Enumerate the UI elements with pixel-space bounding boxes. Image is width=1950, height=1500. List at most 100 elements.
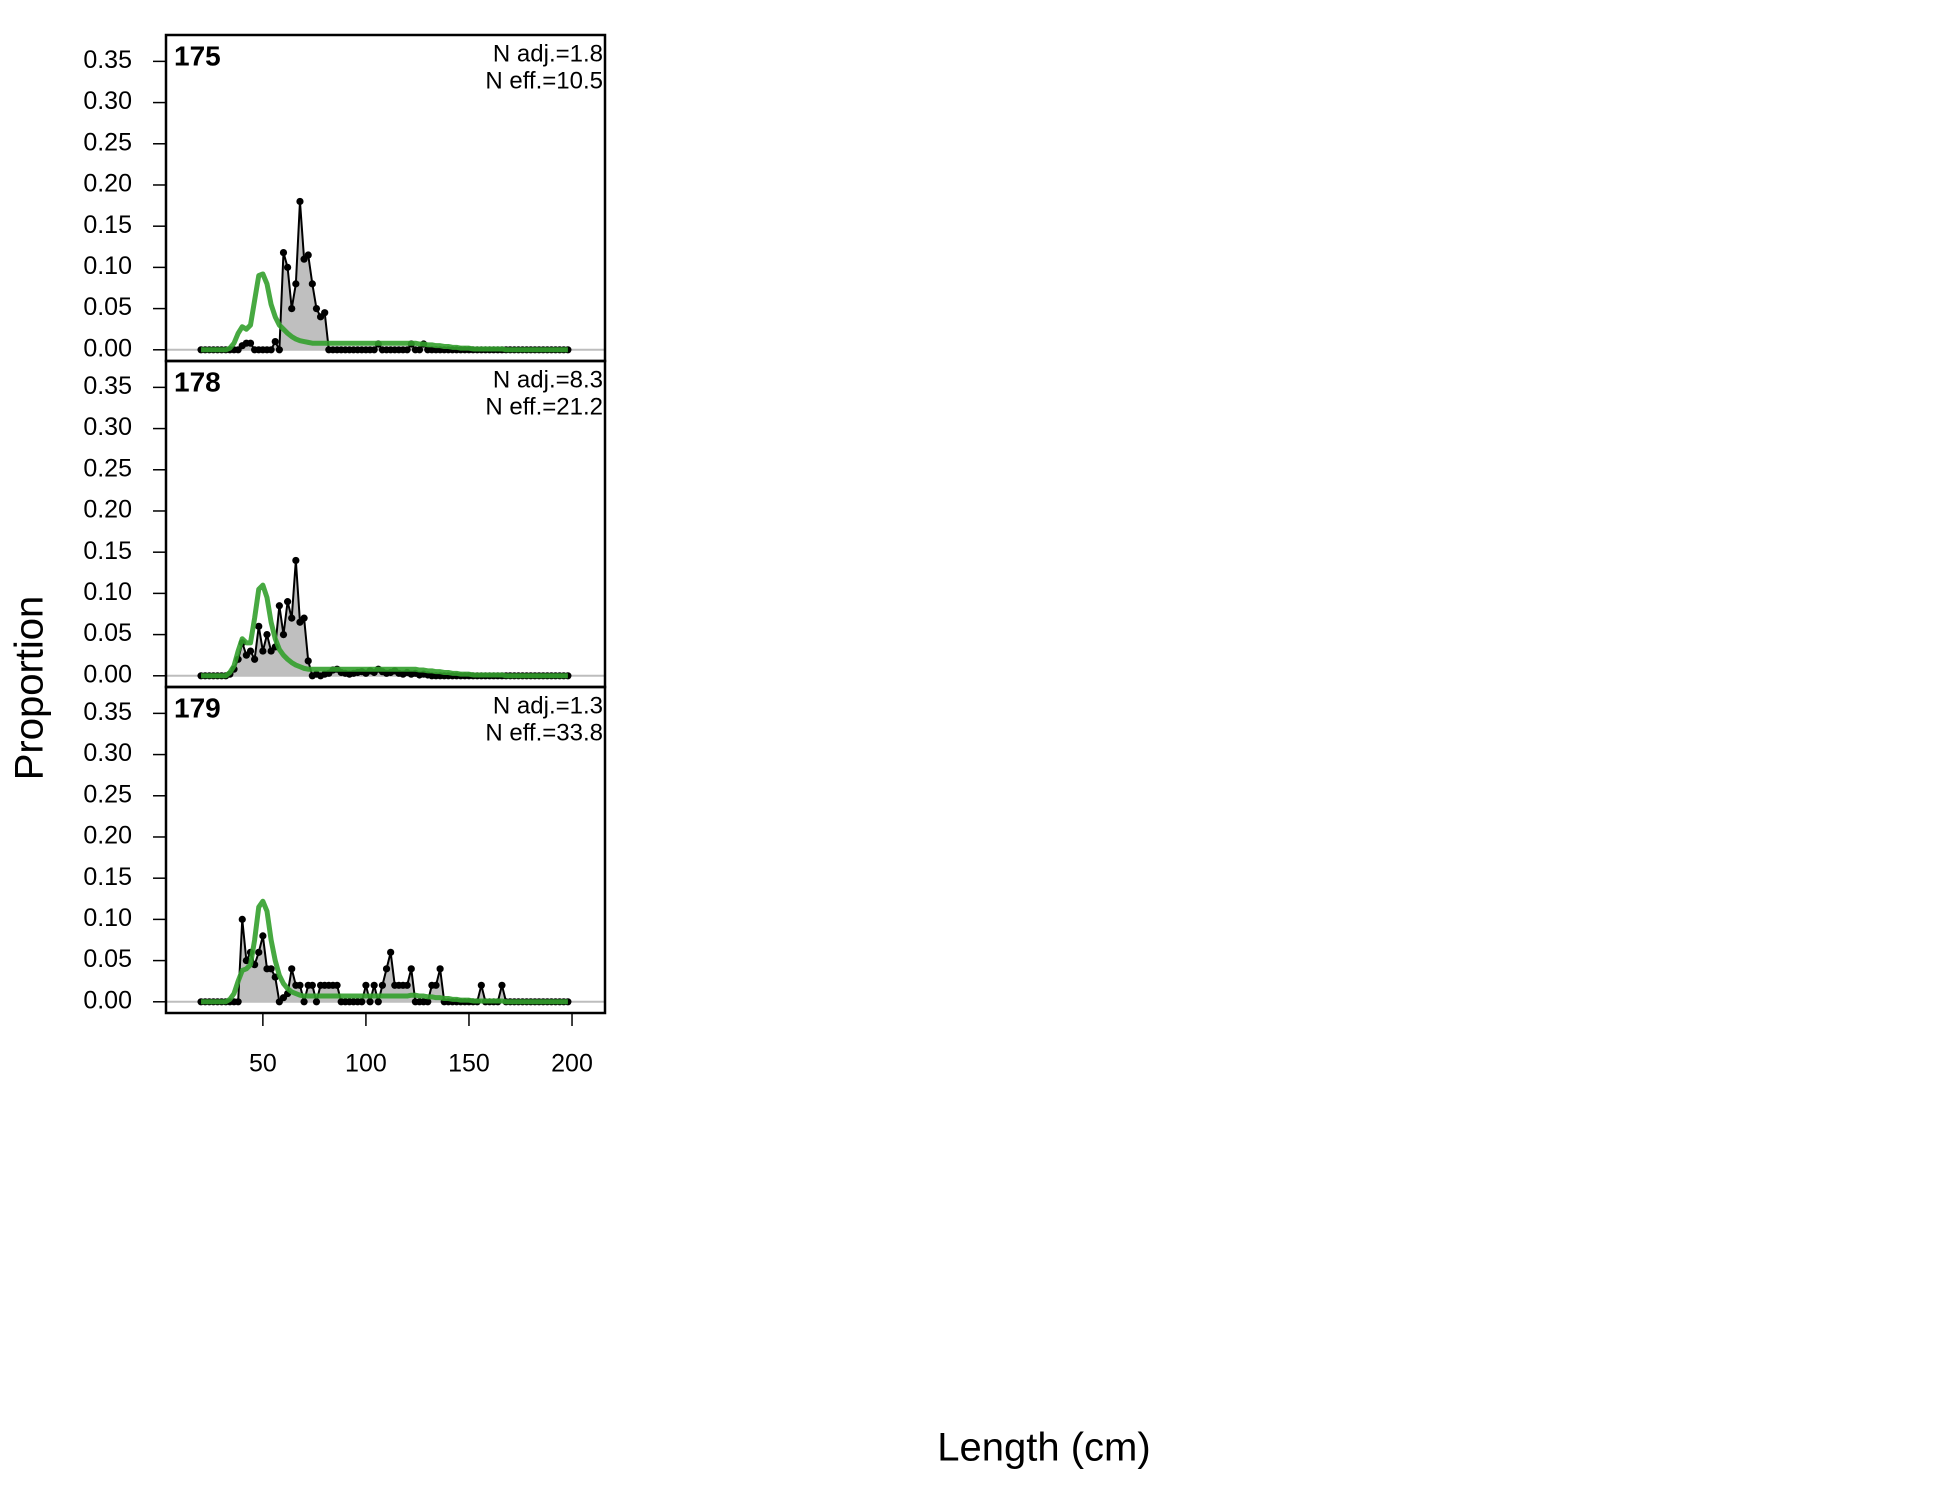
observed-point [255,948,263,956]
panel-title: 178 [174,366,221,397]
y-tick-label: 0.30 [83,87,132,115]
observed-point [362,981,370,989]
observed-point [288,304,296,313]
y-tick-label: 0.00 [83,660,132,688]
observed-point [267,346,275,354]
observed-point [296,197,304,206]
observed-point [251,655,259,663]
observed-point [312,998,321,1006]
observed-line [201,201,568,354]
y-tick-label: 0.10 [83,252,132,280]
y-tick-label: 0.15 [83,537,132,565]
y-tick-label: 0.30 [83,739,132,767]
y-tick-label: 0.00 [83,986,132,1014]
y-tick-label: 0.30 [83,413,132,441]
observed-point [382,965,391,973]
observed-area [201,919,568,1002]
observed-point [304,657,312,665]
observed-point [403,346,411,354]
observed-point [271,337,279,346]
observed-point [255,622,263,630]
observed-point [308,981,316,989]
observed-point [321,309,329,317]
y-tick-label: 0.05 [83,945,132,973]
panel-annotation: N eff.=21.2 [485,393,603,420]
observed-point [275,346,283,354]
observed-point [288,965,296,973]
observed-point [300,998,308,1006]
y-tick-label: 0.10 [83,578,132,606]
observed-point [312,304,321,313]
observed-point [263,630,271,639]
x-axis-label: Length (cm) [937,1426,1150,1470]
panel-annotation: N adj.=1.8 [493,40,603,67]
y-tick-label: 0.15 [83,863,132,891]
observed-point [284,263,292,271]
observed-point [370,346,378,354]
y-tick-label: 0.20 [83,496,132,524]
x-tick-label: 100 [345,1050,387,1078]
observed-point [374,998,382,1006]
y-tick-label: 0.00 [83,334,132,362]
y-tick-label: 0.05 [83,293,132,321]
observed-point [259,647,267,655]
panel-annotation: N adj.=1.3 [493,692,603,719]
y-tick-label: 0.25 [83,128,132,156]
observed-point [378,981,387,989]
observed-point [288,614,296,622]
observed-area [201,201,568,350]
x-tick-label: 150 [448,1050,490,1078]
observed-point [267,965,275,973]
expected-line [201,898,568,1005]
observed-point [279,248,288,257]
y-tick-label: 0.25 [83,454,132,482]
observed-point [366,998,374,1006]
panel-title: 179 [174,692,221,723]
expected-line [201,271,568,353]
panel-annotation: N eff.=10.5 [485,67,603,94]
observed-point [292,280,300,288]
observed-point [279,630,288,639]
y-tick-label: 0.25 [83,780,132,808]
observed-point [436,965,444,973]
observed-point [284,598,292,606]
panel-title: 175 [174,40,221,71]
observed-area [201,560,568,676]
observed-point [358,998,366,1006]
observed-point [304,251,312,259]
observed-point [234,998,242,1006]
observed-point [259,932,267,940]
x-tick-label: 50 [249,1050,277,1078]
observed-point [415,346,424,354]
y-tick-label: 0.20 [83,170,132,198]
y-tick-label: 0.35 [83,46,132,74]
observed-point [403,981,411,989]
observed-point [387,948,395,956]
observed-point [498,981,506,989]
panel-annotation: N eff.=33.8 [485,719,603,746]
observed-point [477,981,485,989]
observed-point [246,647,255,655]
observed-point [407,965,415,973]
observed-point [246,339,255,347]
y-tick-label: 0.35 [83,372,132,400]
observed-point [370,981,378,989]
y-tick-label: 0.35 [83,698,132,726]
observed-point [292,556,300,565]
observed-point [275,602,283,610]
panel-annotation: N adj.=8.3 [493,366,603,393]
observed-point [300,614,308,622]
observed-point [424,998,432,1006]
observed-point [308,280,316,288]
y-tick-label: 0.10 [83,904,132,932]
expected-line [201,582,568,679]
panel-frame [164,685,607,1015]
observed-point [238,915,246,923]
y-tick-label: 0.05 [83,619,132,647]
y-axis-label: Proportion [8,596,52,781]
observed-point [432,981,440,989]
observed-point [333,981,341,989]
observed-point [242,956,250,965]
